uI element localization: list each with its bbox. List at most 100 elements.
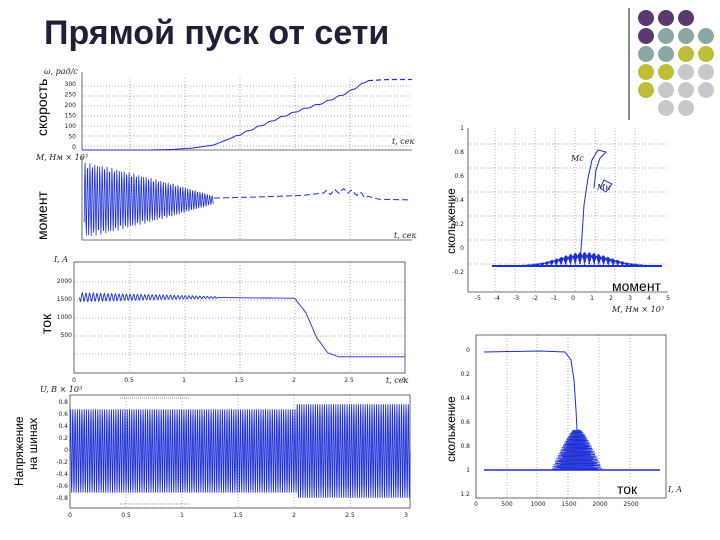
current-y-tick: 2000 (57, 278, 72, 285)
current-x-tick: 2 (292, 377, 296, 384)
decor-dot (678, 82, 694, 98)
voltage-x-tick: 0 (68, 512, 72, 519)
torque-oscillation (83, 162, 214, 236)
speed-y-tick: 0 (72, 144, 76, 151)
slip-torque-x-tick: 1 (590, 295, 594, 302)
current-line (79, 291, 405, 358)
voltage-x-tick: 1 (180, 512, 184, 519)
slip-torque-x-tick: -2 (532, 295, 538, 302)
decor-dot (638, 82, 654, 98)
current-right-label: ток (617, 481, 638, 497)
slip-current-y-tick: 1 (466, 467, 470, 474)
speed-y-tick: 100 (65, 123, 77, 130)
current-x-title: t, сек (386, 376, 409, 385)
voltage-y-tick: -0.4 (56, 471, 68, 478)
voltage-y-tick: 0.2 (58, 435, 68, 442)
load-curve (599, 179, 613, 193)
voltage-line (69, 404, 411, 498)
speed-y-tick: 50 (68, 134, 76, 141)
slip-torque-y-tick: 0 (460, 245, 464, 252)
slip-current-y-tick: 0 (466, 347, 470, 354)
decor-dot (658, 10, 674, 26)
decor-dot (678, 46, 694, 62)
decor-dot (678, 10, 694, 26)
voltage-y-tick: -0.6 (56, 483, 68, 490)
slip-torque-x-tick: -5 (475, 295, 481, 302)
decor-dot (698, 82, 714, 98)
page-title: Прямой пуск от сети (44, 14, 390, 52)
slip-torque-x-tick: -3 (513, 295, 519, 302)
voltage-x-tick: 0.5 (121, 512, 131, 519)
slip-current-x-tick: 2500 (623, 501, 638, 508)
slip-current-y-tick: 0.8 (460, 443, 470, 450)
decor-dot (638, 64, 654, 80)
decor-dot (658, 82, 674, 98)
current-y-tick: 1000 (57, 314, 72, 321)
decor-dot (678, 28, 694, 44)
slip-torque-x-tick: -4 (494, 295, 500, 302)
curve-label-mn: Mн (596, 183, 610, 192)
slip-torque-x-tick: 2 (609, 295, 613, 302)
slip-torque-y-tick: 0.4 (454, 197, 464, 204)
decor-dot (678, 64, 694, 80)
slip-current-frame (475, 334, 667, 499)
slip-current-x-tick: 2000 (592, 501, 607, 508)
voltage-x-tick: 1.5 (233, 512, 243, 519)
voltage-x-tick: 2 (292, 512, 296, 519)
slip-current-x-tick: 1500 (561, 501, 576, 508)
slip-torque-y-tick: 0.2 (454, 221, 464, 228)
current-x-tick: 3 (402, 377, 406, 384)
slip-torque-y-tick: 1 (460, 125, 464, 132)
voltage-y-tick: -0.2 (56, 459, 68, 466)
current-y-tick: 1500 (57, 296, 72, 303)
slip-torque-y-tick: -0.2 (452, 269, 464, 276)
slip-torque-y-tick: 0.6 (454, 173, 464, 180)
speed-y-tick: 200 (65, 102, 77, 109)
decor-dot (658, 64, 674, 80)
speed-y-tick: 300 (65, 81, 77, 88)
current-y-title: I, A (53, 255, 68, 264)
speed-y-tick: 150 (65, 113, 77, 120)
slip-current-blob (552, 429, 603, 471)
divider-line (628, 8, 630, 120)
slip-current-curve (483, 350, 578, 431)
slip-torque-x-tick: 5 (666, 295, 670, 302)
decor-dot (698, 28, 714, 44)
slip-current-y-tick: 0.4 (460, 395, 470, 402)
slip-torque-curve (579, 149, 607, 263)
decor-dot (698, 46, 714, 62)
slip-torque-x-tick: 4 (647, 295, 651, 302)
decor-dot (658, 46, 674, 62)
slip-torque-x-tick: -1 (551, 295, 557, 302)
decor-dot (658, 100, 674, 116)
current-frame (73, 261, 406, 374)
voltage-y-tick: 0 (64, 447, 68, 454)
voltage-y-tick: 0.8 (58, 399, 68, 406)
slip-current-y-tick: 1.2 (460, 491, 470, 498)
slip-torque-y-tick: 0.8 (454, 149, 464, 156)
slip-current-y-tick: 0.6 (460, 419, 470, 426)
speed-y-tick: 250 (65, 92, 77, 99)
torque-tail (213, 187, 410, 201)
slip-current-x-tick: 500 (501, 501, 513, 508)
torque-right-label: момент (612, 278, 661, 294)
curve-label-ms: Mс (570, 154, 584, 163)
slip-torque-x-tick: 0 (571, 295, 575, 302)
decor-dot (678, 100, 694, 116)
current-x-tick: 0 (72, 377, 76, 384)
current-x-tick: 1 (182, 377, 186, 384)
voltage-y-tick: 0.4 (58, 423, 68, 430)
torque-y-title: M, Нм × 10³ (35, 153, 88, 162)
current-x-tick: 2.5 (344, 377, 354, 384)
slip-current-x-title: I, A (667, 485, 682, 494)
decor-dot (698, 64, 714, 80)
speed-x-title: t, сек (392, 137, 415, 146)
decorative-dot-grid (628, 8, 720, 120)
slip-torque-x-title: M, Нм × 10³ (611, 305, 664, 314)
slip-current-x-tick: 1000 (530, 501, 545, 508)
current-y-tick: 500 (61, 332, 73, 339)
speed-y-title: ω, рад/с (44, 67, 78, 76)
voltage-y-title: U, B × 10³ (40, 385, 82, 394)
current-x-tick: 1.5 (234, 377, 244, 384)
